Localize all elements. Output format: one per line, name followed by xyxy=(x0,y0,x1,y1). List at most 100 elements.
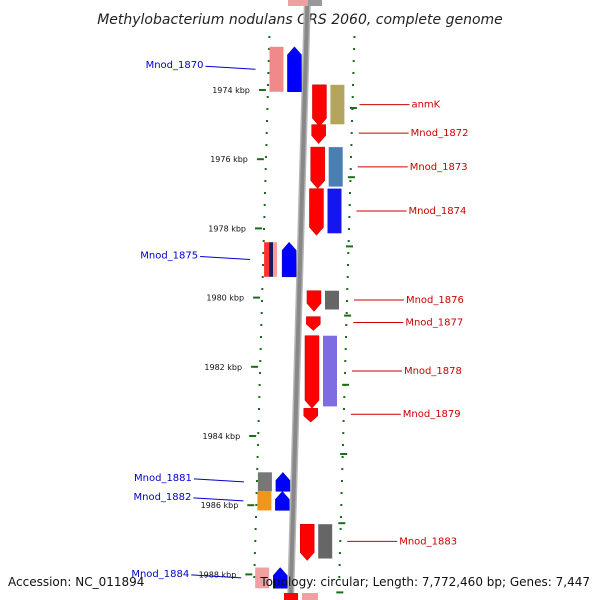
gene-Mnod_1883[interactable] xyxy=(299,523,333,561)
axis-dot xyxy=(350,144,353,146)
axis-dot xyxy=(262,264,264,266)
gene-features xyxy=(255,46,345,589)
gene-label-line xyxy=(205,65,256,70)
axis-dot xyxy=(260,324,263,326)
axis-dot xyxy=(347,240,350,242)
axis-dot xyxy=(344,348,347,350)
axis-dot xyxy=(253,552,256,554)
gene-label[interactable]: Mnod_1875 xyxy=(140,251,198,262)
axis-dot xyxy=(340,504,343,506)
axis-dot xyxy=(343,408,345,410)
axis-dot xyxy=(346,300,348,302)
cog-box xyxy=(323,335,337,407)
axis-dot xyxy=(268,48,271,50)
gene-label[interactable]: Mnod_1881 xyxy=(134,473,192,484)
genome-stats: Topology: circular; Length: 7,772,460 bp… xyxy=(259,575,590,589)
scale-tick-label: 1984 kbp xyxy=(202,432,240,441)
gene-arrow[interactable] xyxy=(281,241,297,278)
axis-dot xyxy=(265,144,268,146)
gene-arrow[interactable] xyxy=(312,84,327,127)
gene-arrow[interactable] xyxy=(306,316,321,331)
gene-label[interactable]: anmK xyxy=(411,100,440,111)
gene-Mnod_1878[interactable] xyxy=(304,335,337,409)
axis-dot xyxy=(266,120,268,122)
gene-arrow[interactable] xyxy=(272,567,288,589)
axis-dot xyxy=(258,408,260,410)
axis-dot xyxy=(348,228,350,230)
axis-dot xyxy=(255,516,257,518)
gene-label-line xyxy=(200,256,251,261)
axis-dot xyxy=(340,492,343,494)
gene-arrow[interactable] xyxy=(304,335,320,409)
gene-label[interactable]: Mnod_1877 xyxy=(405,318,463,329)
axis-dot xyxy=(352,72,355,74)
scale-tick xyxy=(346,245,353,248)
gene-Mnod_1877[interactable] xyxy=(306,316,321,331)
axis-dot xyxy=(253,564,256,566)
bottom-gene-fragment xyxy=(284,593,298,600)
top-gene-fragment xyxy=(288,0,314,6)
axis-dot xyxy=(262,240,265,242)
axis-dot xyxy=(351,96,354,98)
axis-dot xyxy=(254,528,257,530)
gene-arrow[interactable] xyxy=(275,490,290,511)
axis-dot xyxy=(265,132,268,134)
gene-arrow[interactable] xyxy=(299,523,315,561)
gene-label[interactable]: Mnod_1879 xyxy=(403,409,461,420)
gene-label[interactable]: Mnod_1878 xyxy=(404,366,462,377)
axis-dot xyxy=(351,120,353,122)
gene-label[interactable]: Mnod_1873 xyxy=(410,162,468,173)
gene-label[interactable]: Mnod_1883 xyxy=(399,536,457,547)
gene-Mnod_1873[interactable] xyxy=(310,146,343,189)
gene-arrow[interactable] xyxy=(287,46,302,92)
gene-label[interactable]: Mnod_1876 xyxy=(406,295,464,306)
scale-tick xyxy=(349,107,357,109)
genome-backbone xyxy=(284,0,322,600)
gene-arrow[interactable] xyxy=(275,471,291,492)
gene-label[interactable]: Mnod_1884 xyxy=(131,569,189,580)
gene-arrow[interactable] xyxy=(306,290,322,312)
axis-dot xyxy=(344,372,346,374)
axis-dot xyxy=(341,456,344,458)
gene-Mnod_1876[interactable] xyxy=(306,290,339,312)
gene-Mnod_1882[interactable] xyxy=(257,490,290,511)
axis-dot xyxy=(345,312,348,314)
gene-Mnod_1884[interactable] xyxy=(255,567,288,589)
scale-tick xyxy=(249,435,257,437)
gene-anmK[interactable] xyxy=(312,84,345,127)
accession-label: Accession: NC_011894 xyxy=(8,575,144,589)
gene-Mnod_1874[interactable] xyxy=(309,188,342,236)
gene-label[interactable]: Mnod_1882 xyxy=(133,492,191,503)
gene-Mnod_1872[interactable] xyxy=(311,124,326,145)
gene-Mnod_1875[interactable] xyxy=(264,241,297,278)
axis-dot xyxy=(352,60,355,62)
gene-Mnod_1870[interactable] xyxy=(269,46,302,92)
gene-arrow[interactable] xyxy=(311,124,326,145)
cog-box xyxy=(325,290,339,310)
gene-label[interactable]: Mnod_1870 xyxy=(146,60,204,71)
gene-Mnod_1879[interactable] xyxy=(303,408,319,423)
cog-box xyxy=(330,84,345,125)
gene-label[interactable]: Mnod_1874 xyxy=(408,206,466,217)
axis-dot xyxy=(255,504,258,506)
scale-tick-label: 1978 kbp xyxy=(208,224,246,233)
axis-dot xyxy=(266,108,269,110)
gene-arrow[interactable] xyxy=(309,188,324,236)
gene-Mnod_1881[interactable] xyxy=(257,471,291,492)
axis-dot xyxy=(260,336,262,338)
cog-box xyxy=(273,242,278,277)
scale-tick xyxy=(251,365,259,368)
axis-dot xyxy=(255,492,258,494)
gene-arrow[interactable] xyxy=(303,408,319,423)
axis-dot xyxy=(343,396,346,398)
axis-dot xyxy=(342,444,344,446)
gene-label[interactable]: Mnod_1872 xyxy=(411,128,469,139)
scale-tick-label: 1986 kbp xyxy=(201,501,239,510)
scale-tick-label: 1976 kbp xyxy=(210,155,248,164)
axis-dot xyxy=(342,432,345,434)
axis-dot xyxy=(261,300,263,302)
axis-dot xyxy=(261,288,264,290)
scale-tick-label: 1980 kbp xyxy=(206,294,244,303)
gene-arrow[interactable] xyxy=(310,146,325,189)
